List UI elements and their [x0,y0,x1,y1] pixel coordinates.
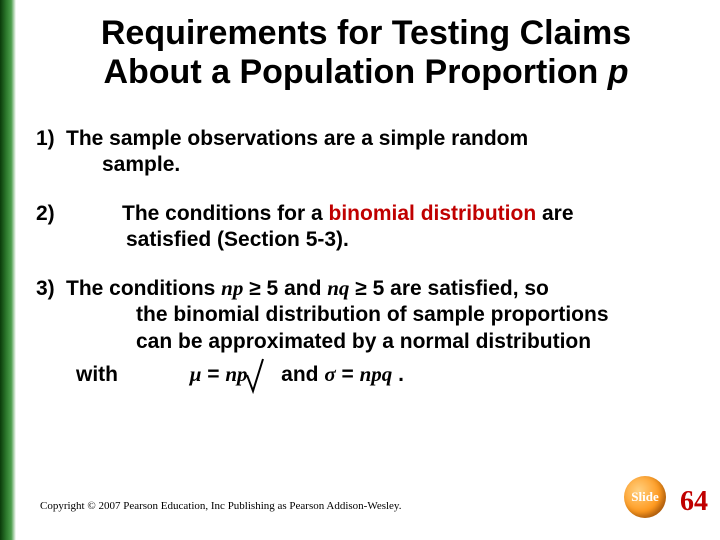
npq-symbol: npq [360,362,393,386]
item2-text-a1: The conditions for a [122,202,329,225]
item3-l1-a: The conditions [66,277,221,300]
item2-binomial-highlight: binomial distribution [329,202,537,225]
item2-text-a3: are [536,202,573,225]
nq-symbol: nq [327,276,349,300]
requirement-1: 1) The sample observations are a simple … [36,126,696,179]
item2-number: 2) [36,201,66,227]
item1-text-a: The sample observations are a simple ran… [66,127,528,150]
sqrt-symbol [245,355,269,395]
title-p-symbol: p [608,53,629,91]
copyright-text: Copyright © 2007 Pearson Education, Inc … [40,500,401,512]
title-line1: Requirements for Testing Claims [101,14,631,52]
item3-dot: . [392,363,404,386]
item3-l1-b: ≥ 5 and [243,277,327,300]
slide-badge-label: Slide [624,476,666,518]
item2-text-b: satisfied (Section 5-3). [126,227,696,253]
item3-number: 3) [36,276,66,302]
slide-badge: Slide [624,476,666,518]
mu-symbol: μ [190,362,202,386]
np-symbol-1: np [221,276,243,300]
item3-with: with [76,363,118,386]
item3-and: and [275,363,324,386]
requirement-2: 2) The conditions for a binomial distribu… [36,201,696,254]
item1-text-b: sample. [102,152,696,178]
item3-l4: with μ = np and σ = npq . [76,355,696,395]
left-accent-bar [0,0,16,540]
title-line2-prefix: About a Population Proportion [103,53,607,91]
item3-eq2: = [336,363,360,386]
page-number: 64 [680,486,708,518]
slide-content: Requirements for Testing Claims About a … [36,14,696,417]
slide-title: Requirements for Testing Claims About a … [36,14,696,92]
requirement-3: 3) The conditions np ≥ 5 and nq ≥ 5 are … [36,275,696,395]
item3-eq1: = [201,363,225,386]
sigma-symbol: σ [324,362,335,386]
item3-l1-c: ≥ 5 are satisfied, so [349,277,548,300]
item1-number: 1) [36,126,66,152]
item3-l2: the binomial distribution of sample prop… [136,302,696,328]
slide: Requirements for Testing Claims About a … [0,0,720,540]
np-symbol-2: np [225,362,247,386]
item3-l3: can be approximated by a normal distribu… [136,329,696,355]
